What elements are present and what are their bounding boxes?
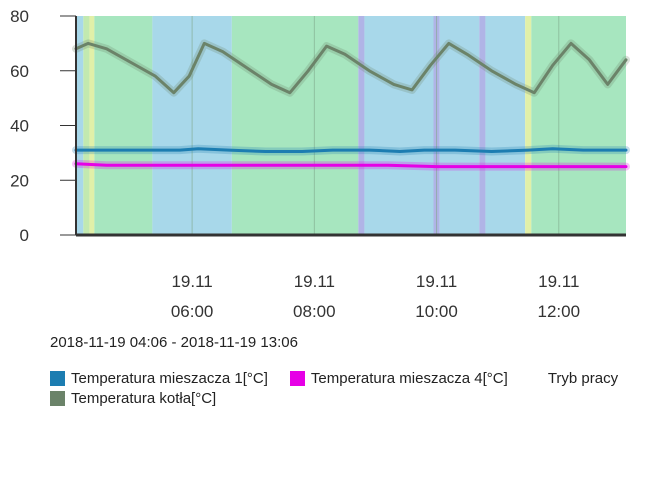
mode-band-9 <box>439 16 480 235</box>
chart-legend: Temperatura mieszacza 1[°C] Temperatura … <box>50 368 650 408</box>
y-tick-label-4: 80 <box>10 7 29 26</box>
y-tick-label-3: 60 <box>10 62 29 81</box>
series-line-1 <box>74 147 628 153</box>
mode-band-6 <box>358 16 365 235</box>
legend-row-1: Temperatura mieszacza 1[°C] Temperatura … <box>50 368 650 388</box>
x-tick-date-0: 19.11 <box>171 272 212 291</box>
chart-area: 0 20 40 60 80 19.11 06:00 19.11 08:00 19.11 10:00 1… <box>10 7 630 321</box>
legend-row-2: Temperatura kotła[°C] <box>50 388 650 408</box>
mode-band-0 <box>76 16 84 235</box>
x-tick-time-3: 12:00 <box>538 302 581 321</box>
mode-band-2 <box>89 16 95 235</box>
y-tick-label-1: 20 <box>10 171 29 190</box>
legend-item-operating-mode[interactable]: Tryb pracy <box>547 369 619 387</box>
x-tick-date-1: 19.11 <box>294 272 335 291</box>
x-tick-time-2: 10:00 <box>415 302 458 321</box>
legend-item-mixer1[interactable]: Temperatura mieszacza 1[°C] <box>50 370 268 387</box>
x-tick-date-3: 19.11 <box>538 272 579 291</box>
mode-band-12 <box>525 16 532 235</box>
x-tick-time-1: 08:00 <box>293 302 336 321</box>
series-line-2 <box>74 162 628 169</box>
x-tick-date-2: 19.11 <box>416 272 457 291</box>
mode-band-10 <box>479 16 486 235</box>
x-tick-time-0: 06:00 <box>171 302 214 321</box>
mode-band-7 <box>364 16 434 235</box>
legend-swatch-mixer1 <box>50 370 65 386</box>
series-line-0 <box>74 41 628 95</box>
mode-band-3 <box>94 16 153 235</box>
legend-label-mixer1: Temperatura mieszacza 1[°C] <box>71 369 268 387</box>
legend-label-boiler: Temperatura kotła[°C] <box>71 389 217 407</box>
y-tick-label-0: 0 <box>20 226 29 245</box>
y-tick-label-2: 40 <box>10 117 29 136</box>
legend-item-boiler[interactable]: Temperatura kotła[°C] <box>50 390 216 407</box>
temperature-chart: 0 20 40 60 80 19.11 06:00 19.11 08:00 19.11 10:00 1… <box>10 7 630 321</box>
legend-label-mixer4: Temperatura mieszacza 4[°C] <box>310 369 508 387</box>
mode-band-13 <box>531 16 626 235</box>
legend-item-mixer4[interactable]: Temperatura mieszacza 4[°C] <box>289 369 508 387</box>
legend-swatch-boiler <box>50 390 65 406</box>
legend-swatch-mixer4 <box>289 370 305 386</box>
date-range-label: 2018-11-19 04:06 - 2018-11-19 13:06 <box>50 334 298 351</box>
mode-band-1 <box>83 16 90 235</box>
mode-band-11 <box>485 16 526 235</box>
